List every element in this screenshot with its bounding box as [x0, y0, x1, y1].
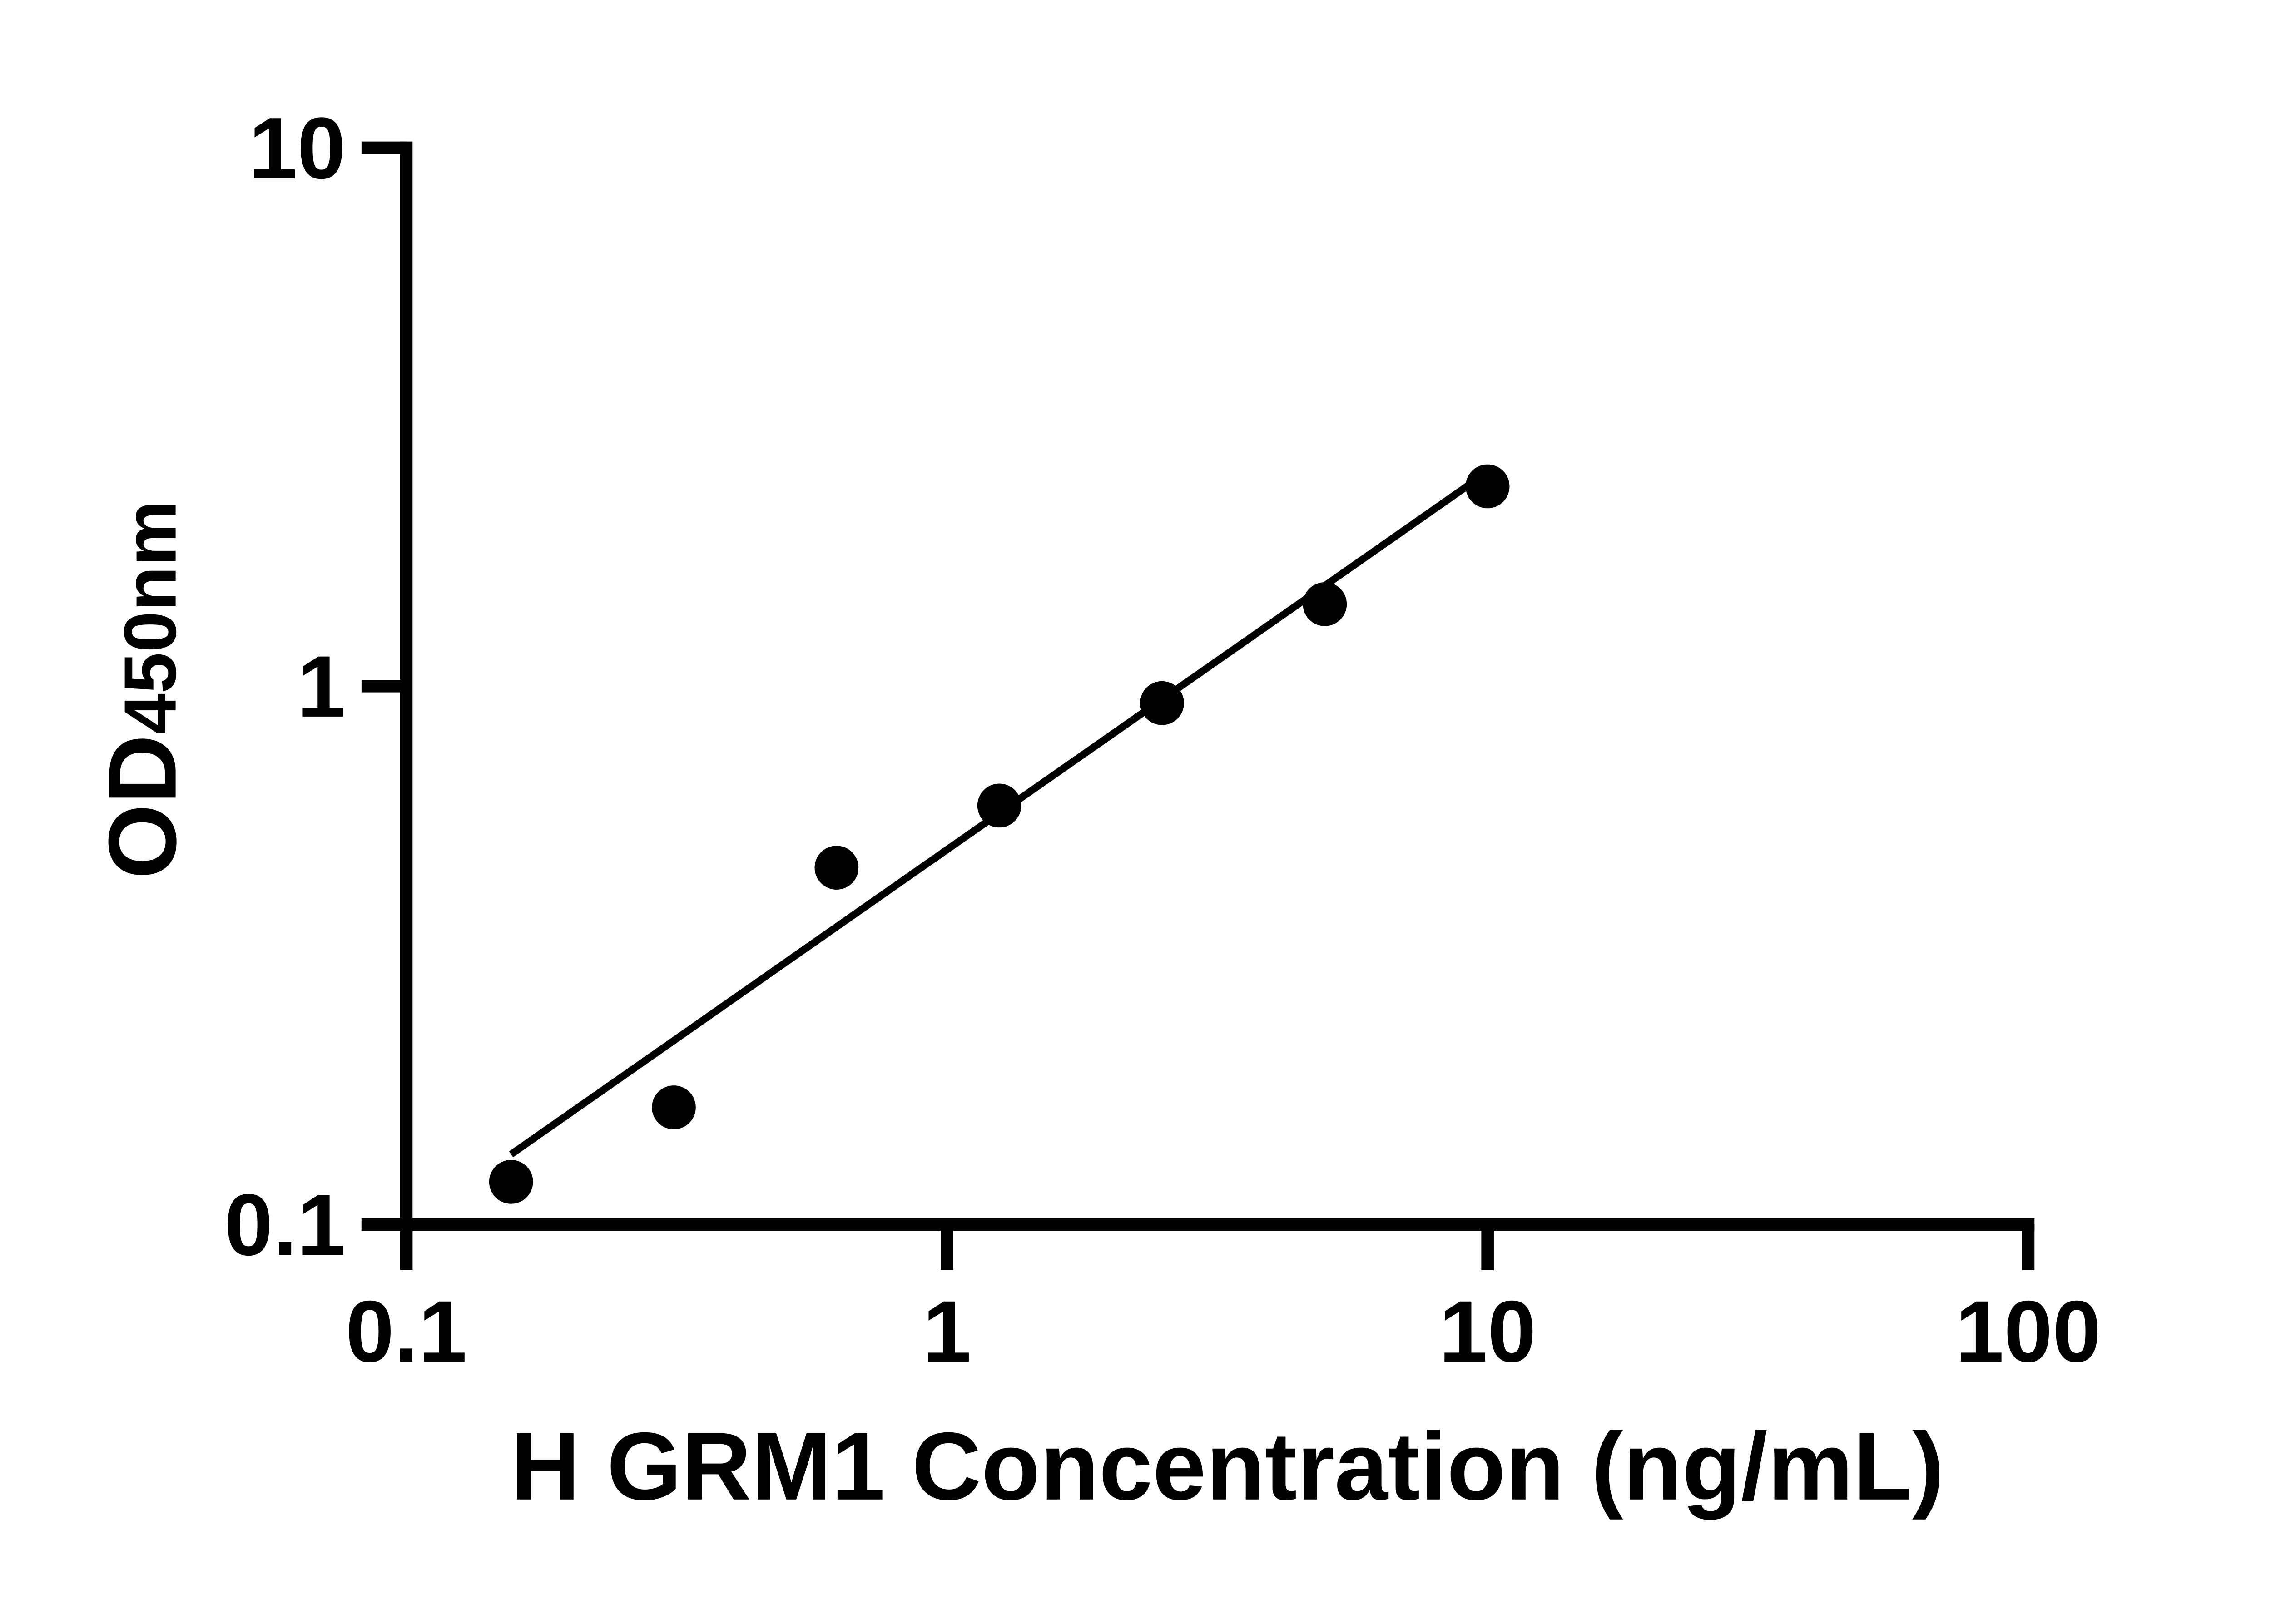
x-axis-ticks [400, 1224, 2035, 1270]
data-point [977, 783, 1021, 828]
data-point [1140, 681, 1184, 725]
x-axis-title: H GRM1 Concentration (ng/mL) [511, 1412, 1944, 1520]
y-tick-label: 10 [248, 99, 346, 197]
y-tick-label: 0.1 [224, 1176, 346, 1273]
data-point [652, 1085, 696, 1129]
axes [361, 141, 2035, 1270]
data-point [1303, 582, 1347, 626]
y-axis-tick-labels: 0.1 1 10 [224, 99, 346, 1274]
x-tick-label: 100 [1955, 1282, 2101, 1380]
x-tick-label: 10 [1439, 1282, 1536, 1380]
x-tick-label: 0.1 [346, 1282, 467, 1380]
y-axis-ticks [361, 141, 407, 1231]
data-point [489, 1160, 533, 1204]
data-point [1465, 464, 1510, 509]
x-axis-tick-labels: 0.1 1 10 100 [346, 1282, 2101, 1380]
y-axis-title-sub: 450nm [109, 500, 192, 735]
y-axis-title: OD450nm [89, 500, 196, 879]
x-tick-label: 1 [922, 1282, 971, 1380]
data-points [489, 464, 1510, 1204]
y-tick-label: 1 [297, 638, 346, 735]
data-point [814, 846, 859, 890]
y-axis-title-main: OD [89, 735, 196, 879]
